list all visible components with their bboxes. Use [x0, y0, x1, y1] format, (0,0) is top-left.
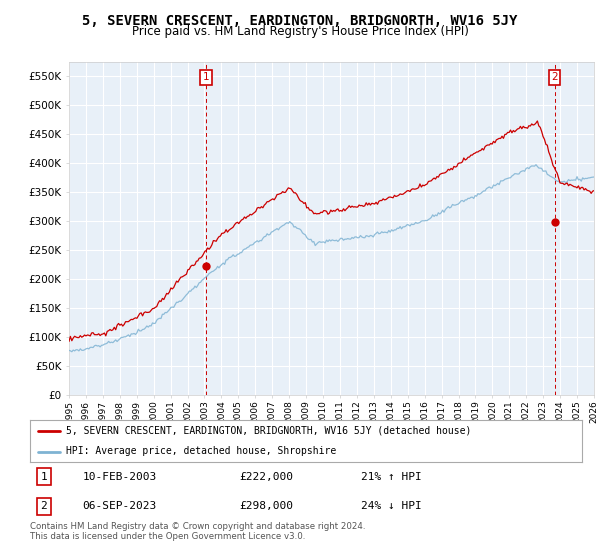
Text: 5, SEVERN CRESCENT, EARDINGTON, BRIDGNORTH, WV16 5JY (detached house): 5, SEVERN CRESCENT, EARDINGTON, BRIDGNOR… [66, 426, 471, 436]
Text: 10-FEB-2003: 10-FEB-2003 [82, 472, 157, 482]
Text: 1: 1 [40, 472, 47, 482]
Text: 1: 1 [203, 72, 209, 82]
Text: Price paid vs. HM Land Registry's House Price Index (HPI): Price paid vs. HM Land Registry's House … [131, 25, 469, 38]
Text: £222,000: £222,000 [240, 472, 294, 482]
Text: 2: 2 [551, 72, 558, 82]
Text: 06-SEP-2023: 06-SEP-2023 [82, 501, 157, 511]
Text: 24% ↓ HPI: 24% ↓ HPI [361, 501, 422, 511]
Text: 2: 2 [40, 501, 47, 511]
Text: Contains HM Land Registry data © Crown copyright and database right 2024.
This d: Contains HM Land Registry data © Crown c… [30, 522, 365, 542]
Text: 5, SEVERN CRESCENT, EARDINGTON, BRIDGNORTH, WV16 5JY: 5, SEVERN CRESCENT, EARDINGTON, BRIDGNOR… [82, 14, 518, 28]
Text: 21% ↑ HPI: 21% ↑ HPI [361, 472, 422, 482]
Text: £298,000: £298,000 [240, 501, 294, 511]
Text: HPI: Average price, detached house, Shropshire: HPI: Average price, detached house, Shro… [66, 446, 336, 456]
